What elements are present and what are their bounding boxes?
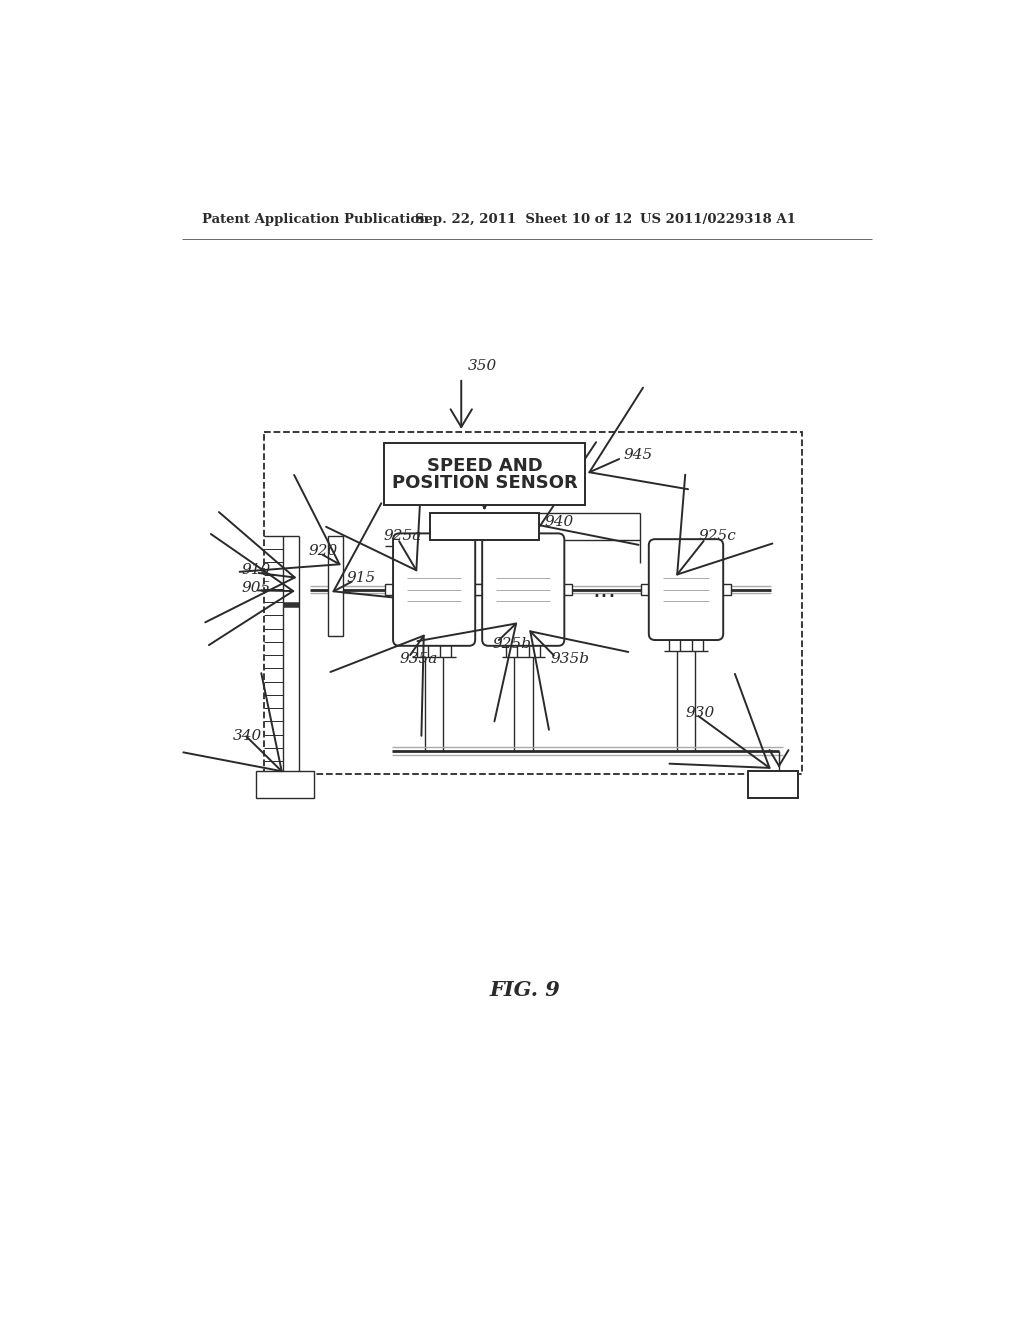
FancyBboxPatch shape — [256, 771, 314, 797]
FancyBboxPatch shape — [649, 539, 723, 640]
Text: FIG. 9: FIG. 9 — [489, 979, 560, 1001]
Text: 905: 905 — [242, 581, 271, 595]
FancyBboxPatch shape — [467, 585, 483, 595]
Text: 915: 915 — [346, 572, 376, 585]
Text: 925a: 925a — [384, 529, 422, 543]
Text: 945: 945 — [624, 447, 653, 462]
FancyBboxPatch shape — [641, 585, 656, 595]
Text: 925b: 925b — [493, 636, 531, 651]
FancyBboxPatch shape — [482, 533, 564, 645]
FancyBboxPatch shape — [430, 512, 539, 540]
FancyBboxPatch shape — [385, 585, 400, 595]
FancyBboxPatch shape — [393, 533, 475, 645]
FancyBboxPatch shape — [384, 444, 586, 506]
FancyBboxPatch shape — [474, 585, 489, 595]
Text: 350: 350 — [467, 359, 497, 374]
FancyBboxPatch shape — [716, 585, 731, 595]
Text: 910: 910 — [242, 564, 271, 577]
Text: 935b: 935b — [550, 652, 590, 665]
Text: 925c: 925c — [698, 529, 736, 543]
Text: Patent Application Publication: Patent Application Publication — [202, 214, 428, 227]
Text: POSITION SENSOR: POSITION SENSOR — [391, 474, 578, 492]
Text: 935a: 935a — [399, 652, 437, 665]
Text: Sep. 22, 2011  Sheet 10 of 12: Sep. 22, 2011 Sheet 10 of 12 — [415, 214, 632, 227]
Text: 920: 920 — [308, 544, 338, 558]
Text: 940: 940 — [545, 515, 574, 529]
FancyBboxPatch shape — [557, 585, 572, 595]
Text: SPEED AND: SPEED AND — [427, 458, 543, 475]
Text: 930: 930 — [686, 706, 715, 719]
FancyBboxPatch shape — [328, 536, 343, 636]
Text: US 2011/0229318 A1: US 2011/0229318 A1 — [640, 214, 796, 227]
Text: 340: 340 — [232, 729, 262, 743]
Text: ...: ... — [593, 578, 616, 602]
FancyBboxPatch shape — [748, 771, 799, 797]
